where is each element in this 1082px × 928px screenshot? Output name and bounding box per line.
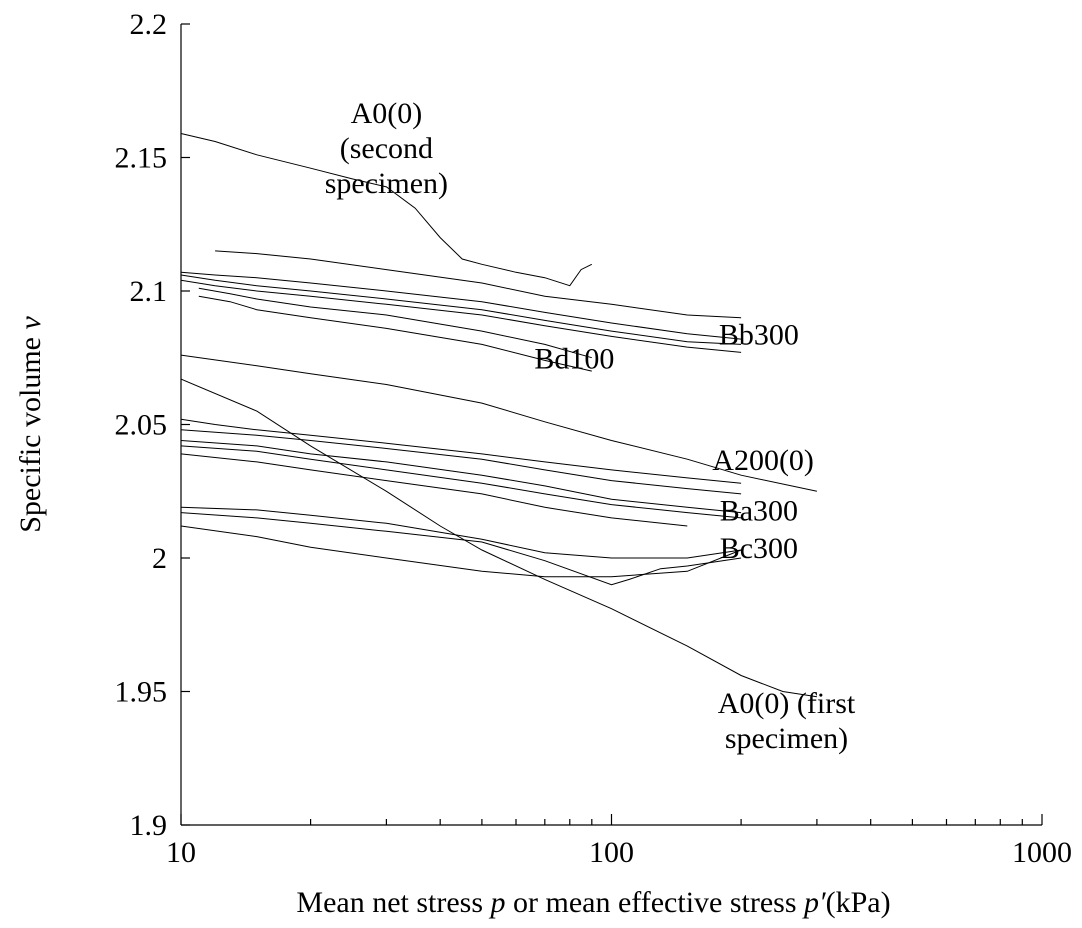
series-annotation: Bd100 [534, 342, 614, 375]
series-line-9 [180, 418, 742, 484]
x-tick-label: 1000 [1012, 836, 1072, 869]
y-ticks: 1.9 1.95 2 2.05 2.1 2.15 2.2 [115, 8, 190, 842]
y-tick-label: 2.1 [130, 275, 168, 308]
series-line-16 [180, 525, 742, 578]
series-line-3 [180, 271, 742, 340]
annotations: A0(0) (second specimen) Bb300 Bd100 A200(0) Ba… [325, 97, 856, 755]
series-annotation: A0(0) (first specimen) [718, 687, 856, 755]
x-tick-label: 100 [589, 836, 634, 869]
series-line-10 [180, 429, 742, 495]
x-tick-label: 10 [166, 836, 196, 869]
series-line-12 [180, 445, 742, 519]
series-line-7 [198, 295, 592, 372]
series-line-11 [180, 440, 742, 514]
series-annotation: A200(0) [712, 444, 814, 477]
y-tick-label: 1.9 [130, 809, 168, 842]
y-tick-label: 2.05 [115, 409, 168, 442]
y-axis-title: Specific volume v [14, 316, 47, 533]
series-line-2 [215, 250, 742, 319]
series-line-5 [180, 279, 742, 353]
series-annotation: Bb300 [719, 318, 799, 351]
series-line-17 [180, 378, 817, 698]
x-ticks: 10 100 1000 [166, 814, 1072, 869]
series-line-15 [180, 512, 742, 586]
series-annotation: Ba300 [720, 495, 798, 528]
series-line-4 [180, 274, 742, 345]
y-tick-label: 2 [152, 542, 167, 575]
series-annotation: Bc300 [720, 532, 798, 565]
y-tick-label: 2.15 [115, 142, 168, 175]
y-tick-label: 1.95 [115, 676, 168, 709]
x-axis-title: Mean net stress p or mean effective stre… [296, 886, 890, 919]
series-line-8 [180, 354, 818, 492]
series-line-1 [180, 133, 593, 287]
series-line-14 [180, 506, 742, 559]
series-group [180, 133, 818, 698]
axes: 1.9 1.95 2 2.05 2.1 2.15 2.2 10 100 1000 [115, 8, 1073, 869]
series-annotation: A0(0) (second specimen) [325, 97, 448, 200]
y-tick-label: 2.2 [130, 8, 168, 41]
series-line-6 [198, 287, 592, 359]
series-line-13 [180, 453, 688, 527]
